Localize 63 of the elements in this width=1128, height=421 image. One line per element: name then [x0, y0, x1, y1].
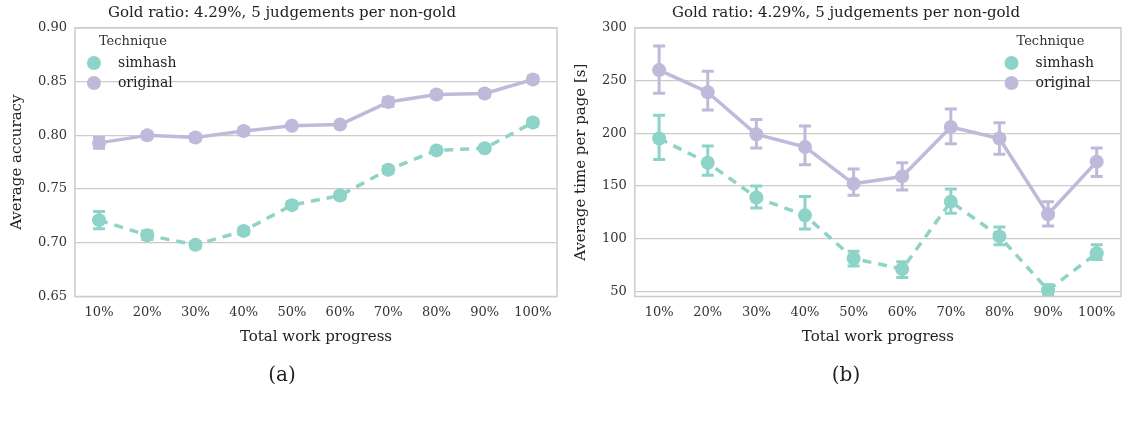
- y-tick-label: 250: [601, 72, 627, 87]
- x-tick-label: 80%: [422, 303, 451, 319]
- legend-title: Technique: [1016, 33, 1085, 49]
- y-tick-label: 200: [601, 124, 627, 140]
- point: [477, 141, 492, 156]
- y-tick-label: 150: [601, 177, 627, 193]
- y-tick-label: 0.65: [37, 287, 67, 303]
- y-tick-label: 0.90: [37, 19, 67, 35]
- x-tick-label: 60%: [325, 303, 355, 319]
- point: [943, 194, 958, 209]
- point: [895, 169, 910, 184]
- x-axis-title: Total work progress: [239, 326, 393, 345]
- y-tick-label: 0.75: [37, 180, 67, 196]
- x-axis-title: Total work progress: [801, 326, 954, 345]
- point: [652, 131, 667, 146]
- x-tick-label: 40%: [229, 303, 259, 319]
- chart-title: Gold ratio: 4.29%, 5 judgements per non-gold: [108, 2, 457, 21]
- x-tick-label: 70%: [936, 303, 966, 319]
- x-tick-label: 60%: [887, 303, 917, 319]
- x-tick-label: 50%: [277, 303, 307, 319]
- y-tick-label: 0.80: [37, 126, 67, 142]
- point: [700, 155, 715, 170]
- point: [284, 118, 299, 133]
- x-tick-label: 70%: [373, 303, 403, 319]
- x-tick-label: 10%: [84, 303, 114, 319]
- y-tick-label: 0.70: [37, 234, 67, 250]
- x-tick-label: 40%: [790, 303, 820, 319]
- x-tick-label: 20%: [132, 303, 162, 319]
- x-tick-label: 100%: [1078, 303, 1116, 319]
- legend-label: simhash: [117, 53, 177, 70]
- point: [1089, 154, 1104, 169]
- x-tick-label: 50%: [839, 303, 869, 319]
- x-tick-label: 20%: [693, 303, 723, 319]
- point: [652, 63, 667, 78]
- text: (a): [267, 362, 297, 386]
- y-axis-title: Average accuracy: [6, 94, 25, 231]
- legend-label: original: [117, 73, 174, 90]
- point: [797, 139, 812, 154]
- point: [943, 119, 958, 134]
- point: [797, 208, 812, 223]
- y-tick-label: 300: [601, 19, 627, 35]
- x-tick-label: 30%: [181, 303, 210, 319]
- y-tick-label: 50: [610, 282, 627, 298]
- point: [749, 127, 764, 142]
- y-tick-label: 0.85: [37, 73, 67, 89]
- point: [700, 85, 715, 100]
- legend-label: simhash: [1035, 53, 1095, 70]
- legend-title: Technique: [98, 33, 168, 49]
- point: [749, 190, 764, 205]
- legend-label: original: [1035, 73, 1091, 90]
- y-tick-label: 100: [601, 229, 627, 245]
- y-axis-title: Average time per page [s]: [570, 63, 589, 262]
- chart-title: Gold ratio: 4.29%, 5 judgements per non-gold: [672, 2, 1021, 21]
- text: (b): [830, 362, 862, 386]
- point: [1041, 207, 1056, 222]
- x-tick-label: 100%: [514, 303, 552, 319]
- x-tick-label: 10%: [644, 303, 674, 319]
- x-tick-label: 80%: [985, 303, 1014, 319]
- x-tick-label: 90%: [1033, 303, 1063, 319]
- point: [992, 131, 1007, 146]
- x-tick-label: 30%: [741, 303, 771, 319]
- x-tick-label: 90%: [470, 303, 500, 319]
- point: [846, 176, 861, 191]
